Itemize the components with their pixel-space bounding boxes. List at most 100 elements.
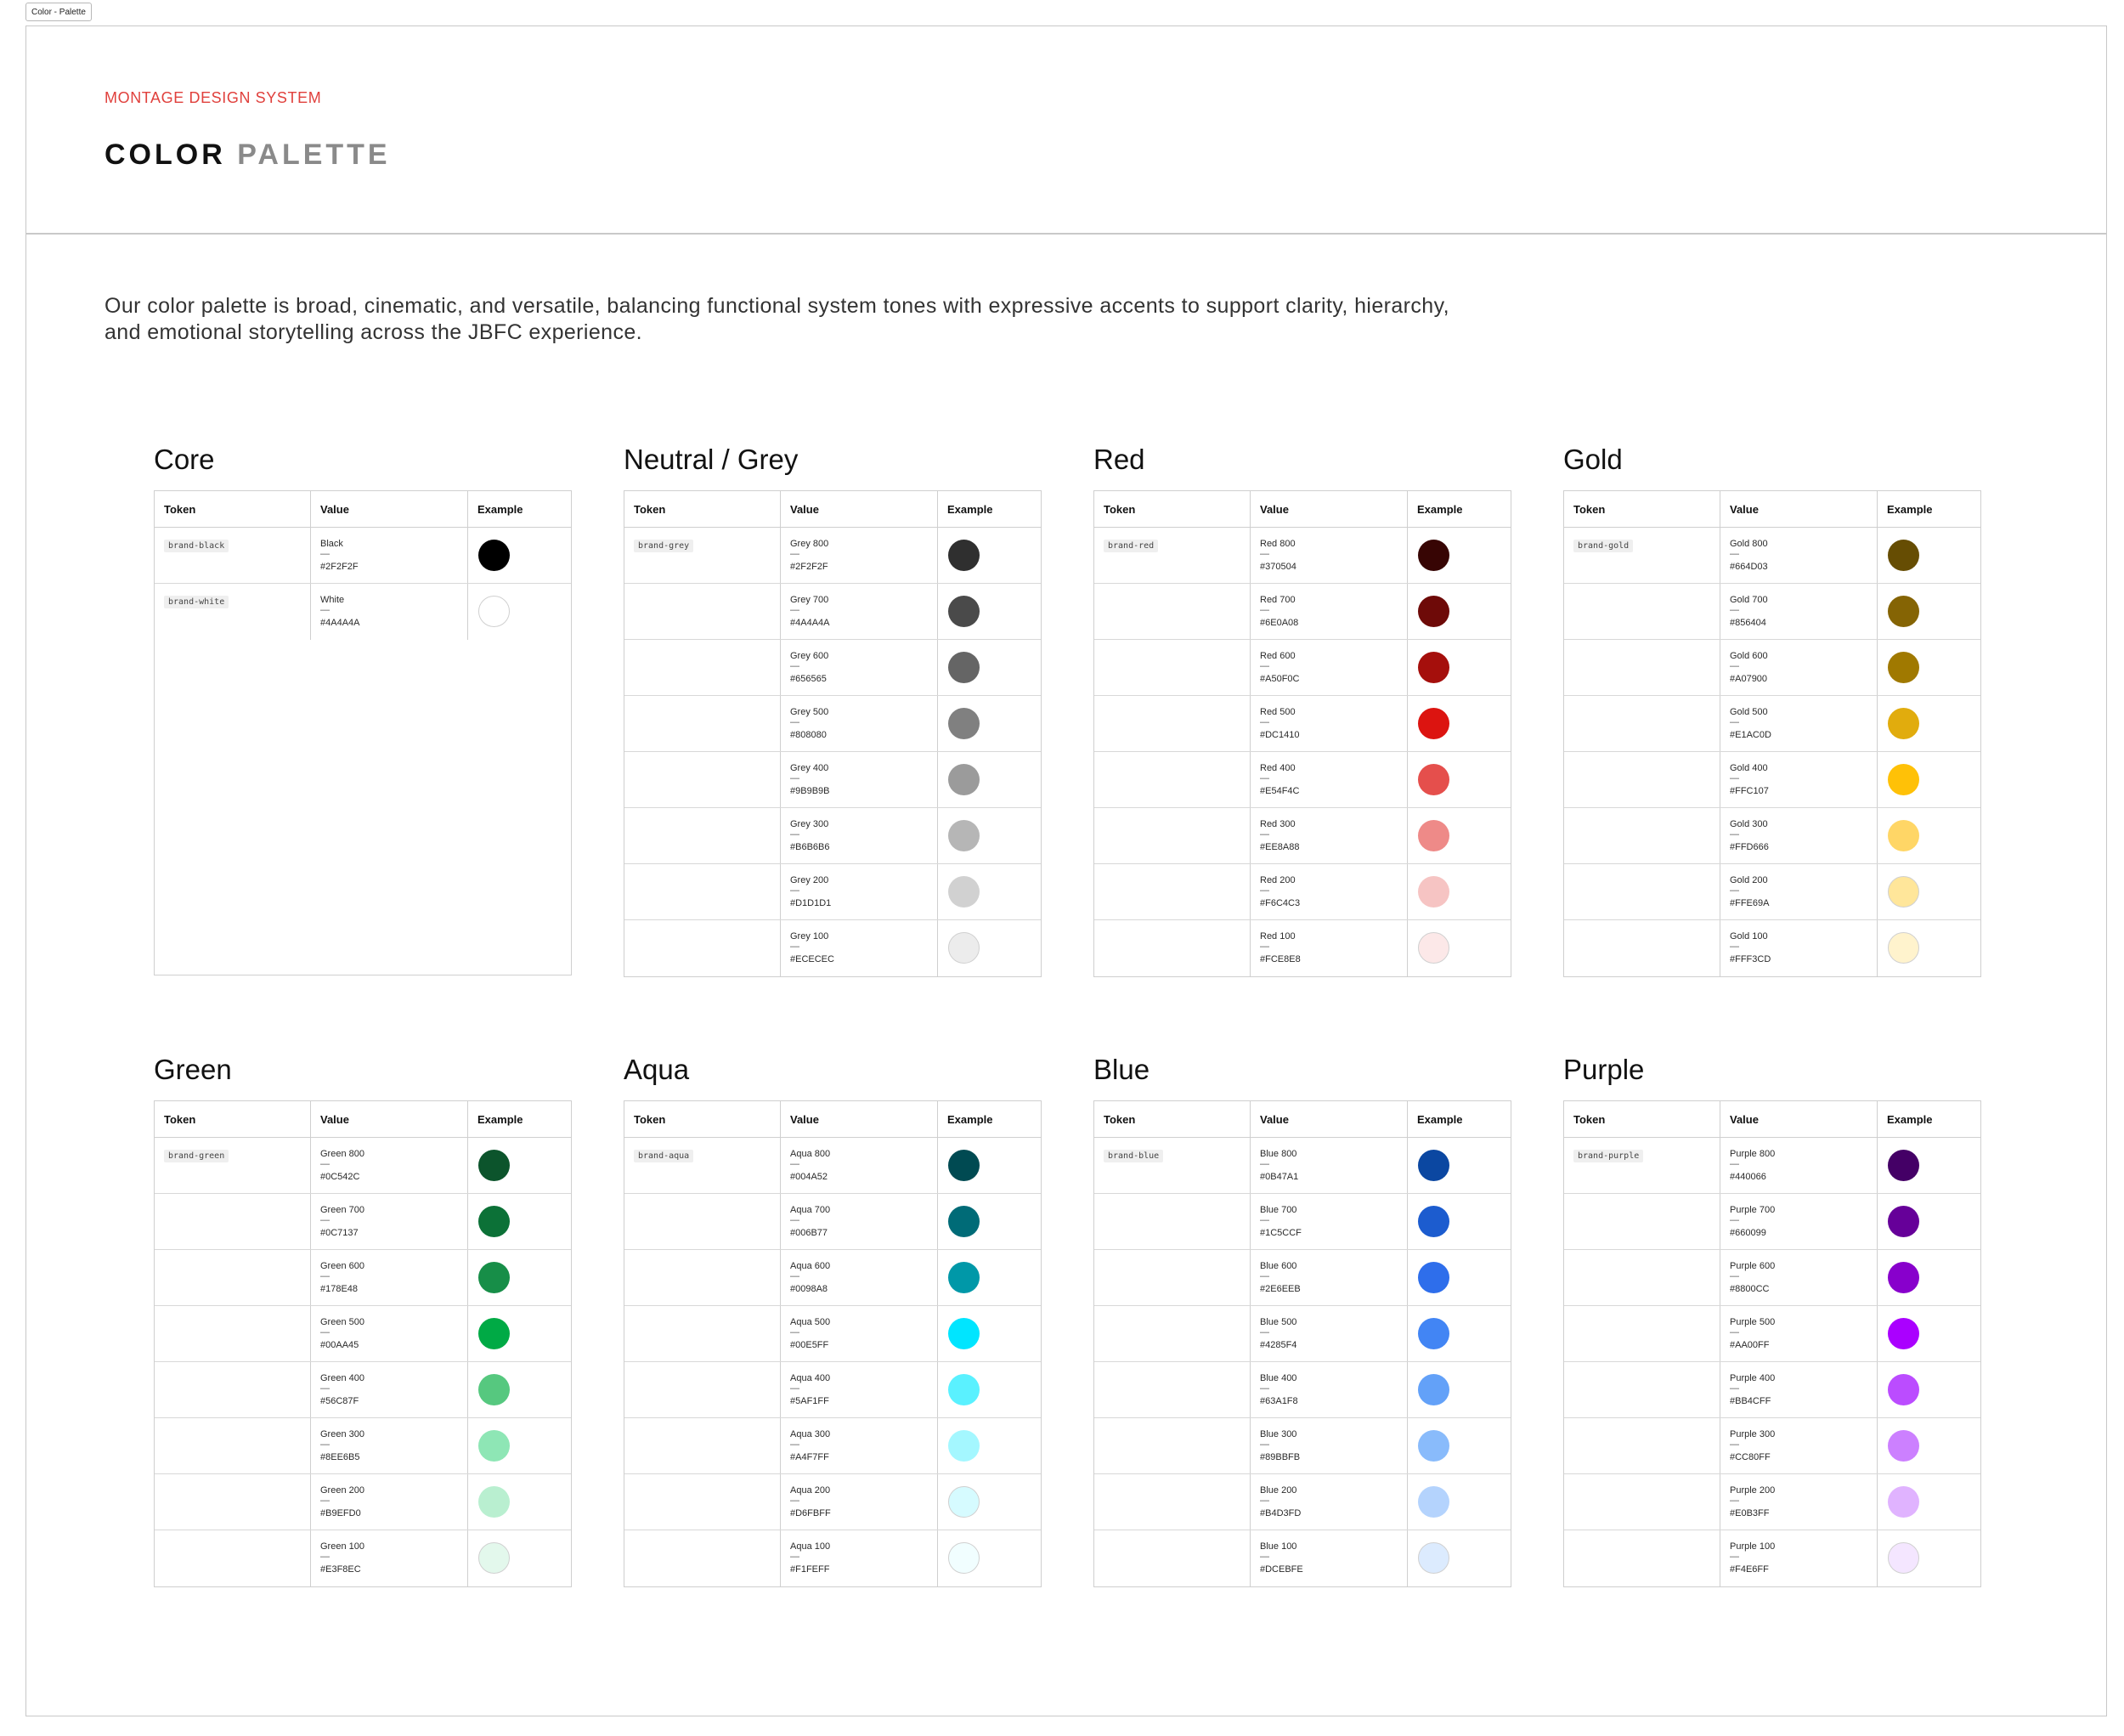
hex-code[interactable]: #B6B6B6 (790, 842, 830, 852)
hex-code[interactable]: #4285F4 (1260, 1340, 1297, 1350)
color-swatch (948, 1374, 980, 1405)
token-chip[interactable]: brand-purple (1573, 1150, 1644, 1162)
table-row: Green 600— #178E48 (155, 1250, 571, 1306)
token-cell (1094, 808, 1251, 863)
intro-paragraph: Our color palette is broad, cinematic, a… (105, 294, 1449, 344)
hex-code[interactable]: #664D03 (1730, 562, 1768, 572)
hex-code[interactable]: #B4D3FD (1260, 1508, 1302, 1518)
hex-code[interactable]: #E3F8EC (320, 1564, 361, 1575)
color-name: Grey 300 (790, 819, 829, 829)
hex-code[interactable]: #F1FEFF (790, 1564, 830, 1575)
value-separator: — (1730, 717, 1739, 727)
hex-code[interactable]: #2E6EEB (1260, 1284, 1301, 1294)
token-chip[interactable]: brand-gold (1573, 540, 1634, 552)
hex-code[interactable]: #00E5FF (790, 1340, 829, 1350)
hex-code[interactable]: #D6FBFF (790, 1508, 831, 1518)
hex-code[interactable]: #8800CC (1730, 1284, 1770, 1294)
hex-code[interactable]: #BB4CFF (1730, 1396, 1771, 1406)
hex-code[interactable]: #F6C4C3 (1260, 898, 1301, 908)
hex-code[interactable]: #00AA45 (320, 1340, 359, 1350)
hex-code[interactable]: #B9EFD0 (320, 1508, 361, 1518)
hex-code[interactable]: #004A52 (790, 1172, 828, 1182)
color-name: Blue 100 (1260, 1541, 1297, 1552)
hex-code[interactable]: #EE8A88 (1260, 842, 1300, 852)
value-separator: — (1730, 1439, 1739, 1450)
value-cell: Blue 400— #63A1F8 (1251, 1362, 1408, 1417)
hex-code[interactable]: #D1D1D1 (790, 898, 832, 908)
color-value: White — #4A4A4A (320, 594, 359, 629)
hex-code[interactable]: #A4F7FF (790, 1452, 829, 1462)
value-cell: Gold 600— #A07900 (1720, 640, 1878, 695)
hex-code[interactable]: #ECECEC (790, 954, 834, 964)
value-cell: Red 800— #370504 (1251, 528, 1408, 583)
hex-code[interactable]: #FFD666 (1730, 842, 1769, 852)
hex-code[interactable]: #A50F0C (1260, 674, 1300, 684)
hex-code[interactable]: #FCE8E8 (1260, 954, 1301, 964)
hex-code[interactable]: #DC1410 (1260, 730, 1300, 740)
table-header: Token Value Example (1564, 491, 1980, 528)
hex-code[interactable]: #440066 (1730, 1172, 1766, 1182)
hex-code[interactable]: #656565 (790, 674, 827, 684)
section-title: Green (154, 1054, 232, 1085)
hex-code[interactable]: #F4E6FF (1730, 1564, 1769, 1575)
hex-code[interactable]: #E0B3FF (1730, 1508, 1770, 1518)
hex-code[interactable]: #E1AC0D (1730, 730, 1771, 740)
hex-code[interactable]: #AA00FF (1730, 1340, 1770, 1350)
token-chip[interactable]: brand-red (1104, 540, 1159, 552)
hex-code[interactable]: #2F2F2F (320, 562, 359, 572)
table-row: Gold 400— #FFC107 (1564, 752, 1980, 808)
hex-code[interactable]: #E54F4C (1260, 786, 1300, 796)
token-chip[interactable]: brand-aqua (634, 1150, 694, 1162)
token-chip[interactable]: brand-blue (1104, 1150, 1164, 1162)
color-value: Blue 300— #89BBFB (1260, 1428, 1300, 1463)
hex-code[interactable]: #FFF3CD (1730, 954, 1771, 964)
table-row: Blue 500— #4285F4 (1094, 1306, 1511, 1362)
hex-code[interactable]: #0098A8 (790, 1284, 828, 1294)
hex-code[interactable]: #808080 (790, 730, 827, 740)
hex-code[interactable]: #56C87F (320, 1396, 359, 1406)
hex-code[interactable]: #1C5CCF (1260, 1228, 1302, 1238)
color-name: Red 600 (1260, 651, 1296, 661)
hex-code[interactable]: #178E48 (320, 1284, 359, 1294)
hex-code[interactable]: #0C542C (320, 1172, 360, 1182)
hex-code[interactable]: #89BBFB (1260, 1452, 1301, 1462)
hex-code[interactable]: #FFC107 (1730, 786, 1769, 796)
color-name: Blue 500 (1260, 1317, 1297, 1327)
header-token: Token (1094, 491, 1251, 527)
hex-code[interactable]: #0B47A1 (1260, 1172, 1299, 1182)
table-header: Token Value Example (155, 491, 571, 528)
table-row: Red 400— #E54F4C (1094, 752, 1511, 808)
hex-code[interactable]: #FFE69A (1730, 898, 1770, 908)
hex-code[interactable]: #2F2F2F (790, 562, 828, 572)
header-example: Example (477, 502, 523, 516)
token-chip[interactable]: brand-white (164, 596, 229, 608)
token-chip[interactable]: brand-green (164, 1150, 229, 1162)
hex-code[interactable]: #8EE6B5 (320, 1452, 360, 1462)
hex-code[interactable]: #4A4A4A (320, 618, 360, 628)
hex-code[interactable]: #9B9B9B (790, 786, 830, 796)
hex-code[interactable]: #856404 (1730, 618, 1766, 628)
hex-code[interactable]: #DCEBFE (1260, 1564, 1303, 1575)
hex-code[interactable]: #63A1F8 (1260, 1396, 1298, 1406)
token-cell (624, 1306, 781, 1361)
token-chip[interactable]: brand-grey (634, 540, 694, 552)
hex-code[interactable]: #0C7137 (320, 1228, 359, 1238)
token-chip[interactable]: brand-black (164, 540, 229, 552)
hex-code[interactable]: #4A4A4A (790, 618, 830, 628)
frame-label[interactable]: Color - Palette (25, 3, 92, 21)
hex-code[interactable]: #CC80FF (1730, 1452, 1771, 1462)
hex-code[interactable]: #370504 (1260, 562, 1296, 572)
example-cell (1408, 1418, 1511, 1473)
table-row: Gold 300— #FFD666 (1564, 808, 1980, 864)
hex-code[interactable]: #A07900 (1730, 674, 1768, 684)
hex-code[interactable]: #5AF1FF (790, 1396, 829, 1406)
hex-code[interactable]: #660099 (1730, 1228, 1766, 1238)
hex-code[interactable]: #6E0A08 (1260, 618, 1299, 628)
color-swatch (1888, 820, 1919, 851)
token-cell: brand-red (1094, 528, 1251, 583)
hex-code[interactable]: #006B77 (790, 1228, 828, 1238)
section-aqua: Aqua Token Value Example brand-aqua Aqua 800—… (624, 1053, 1042, 1587)
value-separator: — (320, 1159, 330, 1169)
color-swatch (1418, 652, 1449, 683)
header-value: Value (1251, 491, 1408, 527)
